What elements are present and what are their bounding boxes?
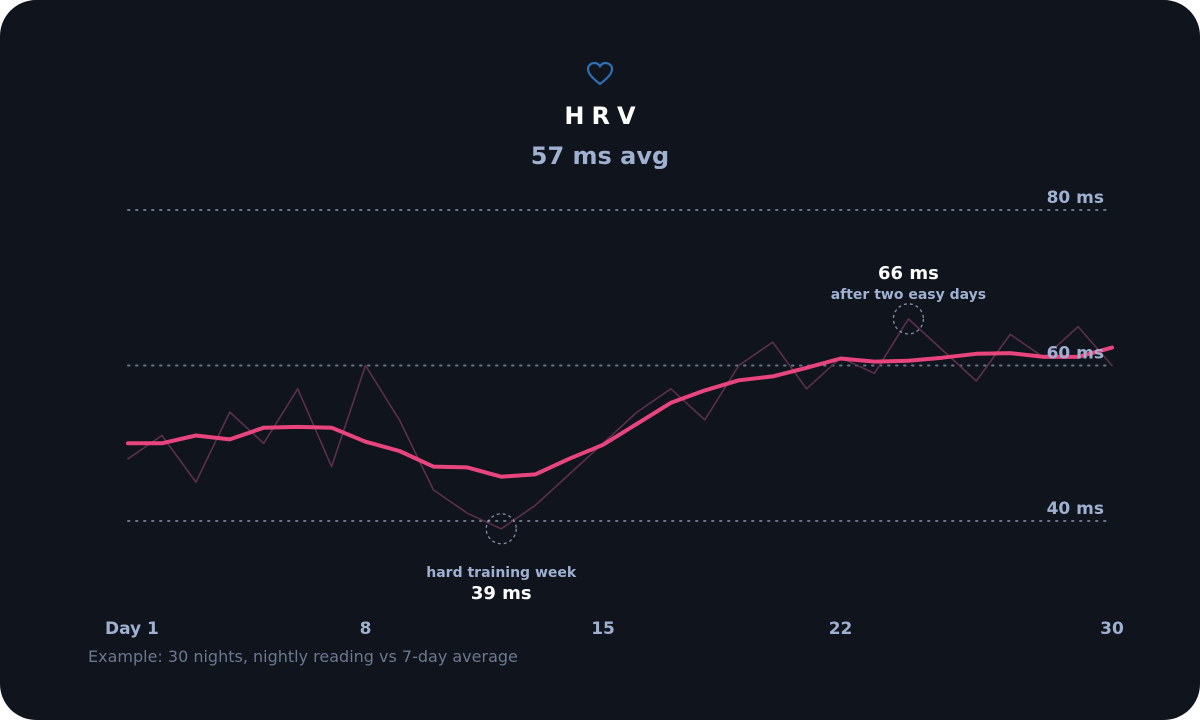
y-tick-label: 60 ms	[1047, 344, 1104, 364]
annotation-marker	[892, 303, 925, 335]
heart-icon	[586, 61, 614, 86]
annotation-marker	[485, 513, 517, 545]
metric-title: HRV	[564, 102, 643, 130]
y-tick-label: 40 ms	[1047, 499, 1104, 519]
annotation-value: 66 ms	[878, 263, 939, 284]
nightly-reading-line	[127, 318, 1113, 530]
annotation-note: after two easy days	[831, 287, 986, 303]
seven-day-average-line	[126, 345, 1114, 479]
y-tick-label: 80 ms	[1047, 188, 1104, 208]
annotation-value: 39 ms	[471, 583, 532, 604]
annotation-note: hard training week	[426, 565, 577, 581]
chart-footnote: Example: 30 nights, nightly reading vs 7…	[88, 647, 518, 666]
x-tick-label: 8	[360, 619, 372, 639]
x-tick-label: 22	[829, 619, 853, 639]
x-tick-label: 30	[1100, 619, 1124, 639]
x-tick-label: Day 1	[105, 619, 159, 639]
metric-average: 57 ms avg	[530, 142, 670, 170]
x-tick-label: 15	[591, 619, 615, 639]
